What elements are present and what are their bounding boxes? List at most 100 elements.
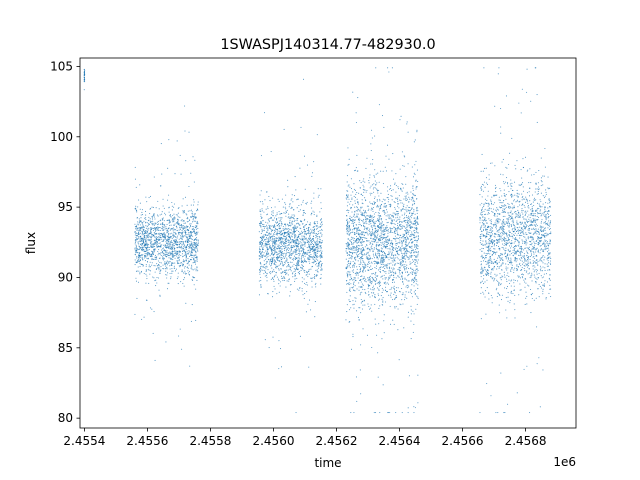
data-point [143, 226, 145, 228]
data-point [288, 244, 290, 246]
data-point [165, 244, 167, 246]
data-point [355, 376, 358, 378]
data-point [368, 233, 370, 235]
data-point [288, 225, 290, 227]
data-point [154, 227, 156, 229]
data-point [165, 242, 168, 244]
data-point [313, 232, 315, 234]
data-point [382, 243, 384, 246]
data-point [184, 196, 187, 198]
data-point [261, 231, 263, 233]
data-point [368, 286, 370, 288]
data-point [292, 252, 294, 254]
data-point [306, 284, 308, 286]
data-point [362, 271, 364, 273]
data-point [166, 260, 168, 262]
data-point [348, 289, 350, 292]
data-point [165, 241, 167, 243]
data-point [171, 245, 173, 247]
data-point [318, 256, 320, 258]
data-point [407, 229, 409, 231]
data-point [407, 267, 410, 269]
data-point [285, 203, 287, 205]
data-point [401, 202, 403, 204]
data-point [147, 253, 149, 255]
data-point [189, 227, 191, 229]
data-point [307, 227, 309, 229]
data-point [412, 176, 415, 178]
data-point [258, 242, 261, 244]
data-point [284, 242, 286, 244]
data-point [149, 239, 152, 241]
data-point [348, 243, 351, 245]
data-point [184, 273, 187, 275]
data-point [308, 224, 310, 226]
data-point [321, 223, 323, 225]
data-point [368, 294, 370, 296]
data-point [357, 256, 359, 258]
data-point [179, 154, 181, 156]
data-point [306, 261, 308, 263]
data-point [163, 252, 165, 254]
data-point [303, 260, 305, 262]
data-point [178, 255, 180, 257]
data-point [360, 344, 362, 346]
data-point [367, 227, 369, 229]
data-point [166, 227, 168, 230]
data-point [137, 241, 139, 243]
data-point [373, 213, 375, 215]
data-point [268, 263, 270, 265]
data-point [357, 213, 359, 215]
data-point [188, 243, 190, 245]
data-point [294, 257, 296, 259]
data-point [151, 308, 153, 310]
data-point [183, 279, 185, 281]
data-point [162, 239, 165, 241]
data-point [365, 253, 368, 255]
data-point [401, 241, 403, 243]
data-point [416, 198, 418, 200]
data-point [83, 77, 85, 79]
data-point [304, 253, 306, 255]
data-point [162, 198, 164, 200]
data-point [276, 293, 278, 295]
data-point [320, 263, 322, 265]
data-point [353, 229, 355, 231]
data-point [403, 217, 405, 220]
data-point [296, 237, 298, 239]
data-point [274, 288, 276, 290]
data-point [181, 230, 183, 232]
data-point [184, 252, 186, 254]
data-point [183, 285, 185, 287]
data-point [174, 257, 176, 259]
data-point [289, 203, 291, 205]
data-point [321, 268, 323, 270]
data-point [172, 218, 174, 220]
data-point [313, 261, 315, 264]
data-point [357, 230, 359, 232]
data-point [314, 223, 316, 225]
data-point [313, 228, 315, 231]
data-point [267, 293, 269, 295]
data-point [316, 224, 318, 226]
data-point [166, 255, 168, 258]
data-point [177, 276, 179, 278]
data-point [275, 267, 277, 269]
data-point [303, 297, 305, 299]
data-point [297, 249, 299, 251]
data-point [346, 304, 348, 306]
data-point [296, 277, 298, 279]
data-point [378, 285, 381, 287]
data-point [190, 267, 192, 269]
data-point [190, 237, 192, 239]
data-point [189, 236, 191, 238]
data-point [316, 227, 318, 229]
data-point [350, 188, 353, 190]
data-point [196, 222, 198, 225]
data-point [145, 248, 147, 250]
data-point [168, 211, 170, 213]
data-point [384, 226, 386, 228]
data-point [272, 246, 274, 248]
data-point [177, 212, 179, 214]
data-point [353, 278, 355, 280]
